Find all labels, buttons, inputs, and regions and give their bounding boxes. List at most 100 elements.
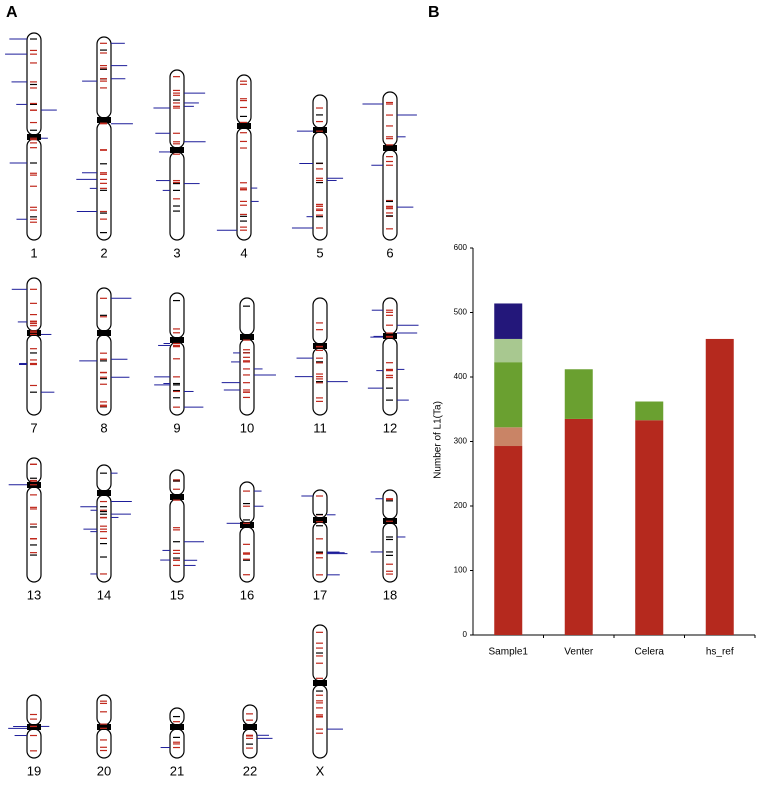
- bar-segment: [494, 338, 523, 363]
- bar-segment: [564, 369, 593, 419]
- chromosome-arm: [242, 704, 258, 726]
- chromosome-arm: [382, 91, 398, 147]
- chromosome-arm: [312, 297, 328, 345]
- chromosome-arm: [169, 292, 185, 339]
- centromere: [27, 134, 41, 140]
- y-tick-label: 200: [454, 501, 468, 510]
- centromere: [243, 724, 257, 730]
- bar-segment: [564, 418, 593, 635]
- bar-segment: [494, 446, 523, 635]
- x-tick-label: Venter: [564, 647, 594, 658]
- chromosome-label: 2: [100, 245, 107, 260]
- bar-segment: [494, 303, 523, 339]
- chromosome-label: 8: [100, 420, 107, 435]
- chromosome-arm: [96, 287, 112, 332]
- y-tick-label: 400: [454, 372, 468, 381]
- centromere: [240, 334, 254, 340]
- centromere: [313, 517, 327, 523]
- chromosome-label: 5: [316, 245, 323, 260]
- chromosome-arm: [236, 127, 252, 241]
- bar-segment: [635, 420, 664, 635]
- chromosome-arm: [26, 486, 42, 583]
- chromosome-arm: [382, 489, 398, 520]
- chromosome-arm: [96, 36, 112, 119]
- chromosome-label: 11: [313, 420, 327, 435]
- chromosome-label: 20: [97, 763, 111, 778]
- chromosome-label: 16: [240, 587, 254, 602]
- bar-segment: [635, 401, 664, 421]
- chromosome-arm: [312, 94, 328, 129]
- chromosome-label: 4: [240, 245, 247, 260]
- chromosome-arm: [26, 728, 42, 759]
- chromosome-arm: [239, 481, 255, 524]
- chromosome-arm: [96, 121, 112, 241]
- panel-label: A: [6, 4, 18, 21]
- chromosome-label: 7: [30, 420, 37, 435]
- y-tick-label: 600: [454, 243, 468, 252]
- chromosome-arm: [312, 684, 328, 759]
- centromere: [383, 145, 397, 151]
- centromere: [170, 337, 184, 343]
- centromere: [97, 117, 111, 123]
- chromosome-label: 13: [27, 587, 41, 602]
- chromosome-arm: [26, 334, 42, 416]
- panel-label: B: [428, 4, 440, 21]
- chromosome-arm: [312, 131, 328, 241]
- y-tick-label: 0: [463, 630, 468, 639]
- centromere: [313, 127, 327, 133]
- chromosome-arm: [169, 341, 185, 416]
- chromosome-label: 22: [243, 763, 257, 778]
- y-tick-label: 500: [454, 308, 468, 317]
- y-tick-label: 100: [454, 566, 468, 575]
- chromosome-label: 10: [240, 420, 254, 435]
- y-axis-label: Number of L1(Ta): [433, 401, 444, 479]
- x-tick-label: Celera: [635, 647, 665, 658]
- chromosome-arm: [96, 694, 112, 726]
- chromosome-arm: [96, 464, 112, 492]
- centromere: [97, 724, 111, 730]
- chromosome-arm: [382, 337, 398, 416]
- centromere: [27, 330, 41, 336]
- centromere: [97, 490, 111, 496]
- chromosome-arm: [96, 728, 112, 759]
- chromosome-label: 6: [386, 245, 393, 260]
- chromosome-label: 18: [383, 587, 397, 602]
- chromosome-arm: [312, 489, 328, 519]
- x-tick-label: Sample1: [489, 647, 529, 658]
- bar-segment: [494, 362, 523, 428]
- chromosome-label: 15: [170, 587, 184, 602]
- chromosome-arm: [239, 297, 255, 336]
- chromosome-label: 9: [173, 420, 180, 435]
- centromere: [313, 680, 327, 686]
- chromosome-arm: [26, 138, 42, 241]
- centromere: [97, 330, 111, 336]
- chromosome-label: 19: [27, 763, 41, 778]
- bar-segment: [494, 427, 523, 447]
- centromere: [170, 147, 184, 153]
- centromere: [170, 724, 184, 730]
- chromosome-label: 3: [173, 245, 180, 260]
- chromosome-label: 12: [383, 420, 397, 435]
- bar-segment: [705, 338, 734, 635]
- chromosome-label: 14: [97, 587, 111, 602]
- x-tick-label: hs_ref: [706, 647, 734, 658]
- chromosome-arm: [382, 297, 398, 335]
- chromosome-arm: [26, 694, 42, 726]
- chromosome-label: 21: [170, 763, 184, 778]
- chromosome-arm: [382, 149, 398, 241]
- y-tick-label: 300: [454, 437, 468, 446]
- chromosome-arm: [169, 151, 185, 241]
- chromosome-label: 1: [30, 245, 37, 260]
- chromosome-arm: [239, 338, 255, 416]
- centromere: [237, 123, 251, 129]
- chromosome-arm: [169, 469, 185, 496]
- chromosome-arm: [242, 728, 258, 759]
- chromosome-arm: [26, 457, 42, 484]
- chromosome-arm: [169, 69, 185, 149]
- chromosome-label: X: [316, 763, 325, 778]
- chromosome-arm: [169, 498, 185, 583]
- chromosome-arm: [96, 334, 112, 416]
- chromosome-label: 17: [313, 587, 327, 602]
- centromere: [170, 494, 184, 500]
